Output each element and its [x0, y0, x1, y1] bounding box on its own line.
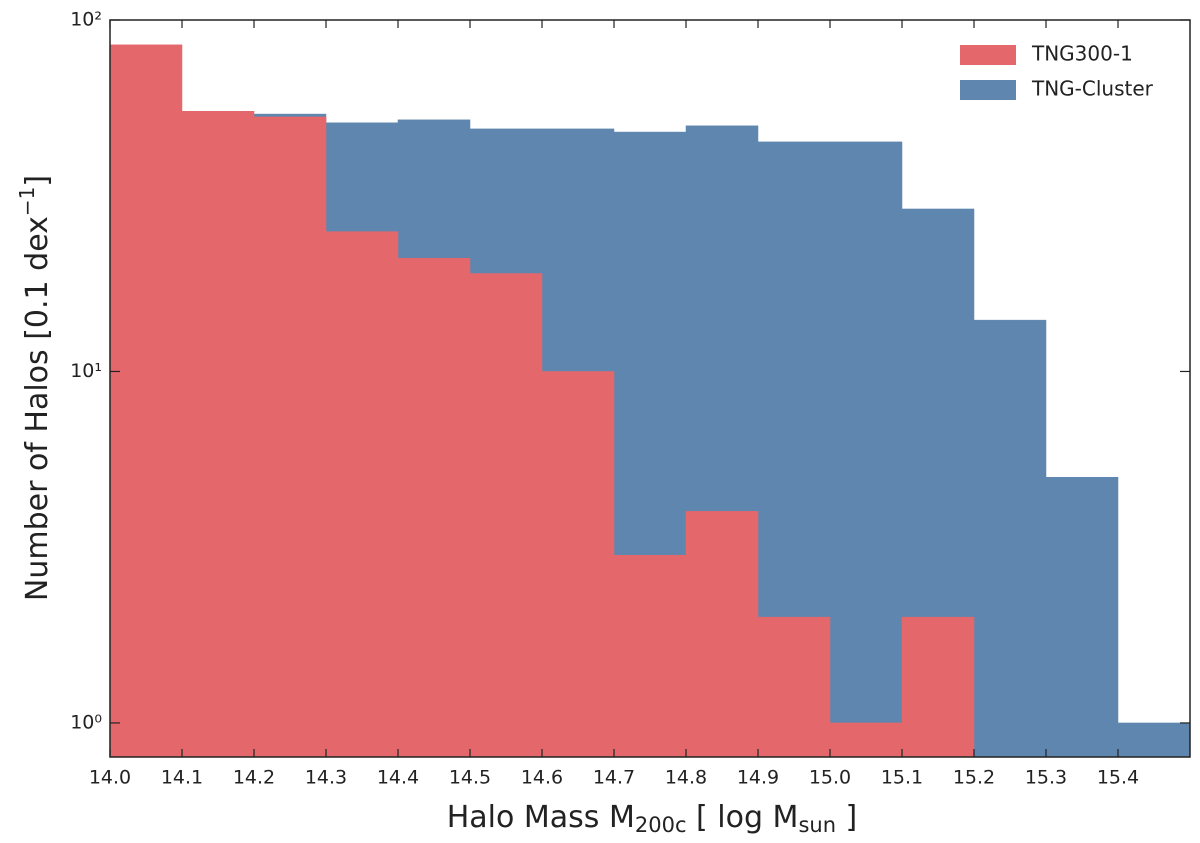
x-tick-label: 14.4 [377, 767, 419, 789]
bar [685, 511, 759, 758]
bar [253, 116, 327, 758]
bar [973, 319, 1047, 758]
y-label-part: Number of Halos [0.1 dex [20, 216, 55, 601]
x-tick-label: 14.1 [161, 767, 203, 789]
bar [829, 141, 903, 758]
bar [613, 554, 687, 758]
y-tick-label: 10¹ [70, 360, 102, 382]
plot-frame [109, 19, 1191, 758]
y-label-sup: −1 [15, 187, 39, 216]
bar [757, 616, 831, 758]
x-tick-label: 15.2 [953, 767, 995, 789]
bar [469, 273, 543, 758]
bar [1045, 477, 1119, 758]
bar [325, 231, 399, 758]
x-tick-label: 14.9 [737, 767, 779, 789]
y-axis-label: Number of Halos [0.1 dex−1] [15, 175, 55, 601]
x-tick-label: 15.1 [881, 767, 923, 789]
legend-swatch [960, 80, 1016, 100]
legend-swatch [960, 45, 1016, 65]
legend-label: TNG-Cluster [1031, 77, 1154, 101]
axes: 14.0 14.1 14.2 14.3 14.4 14.5 14.6 14.7 14.8 14.9… [70, 9, 1191, 789]
bar [109, 44, 183, 758]
x-label-part: ] [836, 800, 857, 835]
x-label-part: [ log M [687, 800, 799, 835]
bars [109, 44, 1191, 758]
x-tick-label: 14.2 [233, 767, 275, 789]
bar [181, 111, 255, 758]
bar [1117, 722, 1191, 758]
x-tick-label: 14.0 [89, 767, 131, 789]
x-tick-label: 14.8 [665, 767, 707, 789]
x-tick-label: 14.5 [449, 767, 491, 789]
legend-label: TNG300-1 [1031, 42, 1133, 66]
x-axis-label: Halo Mass M200c [ log Msun ] [447, 800, 858, 838]
x-label-sub: 200c [635, 813, 687, 837]
bar [397, 257, 471, 758]
y-label-part: ] [20, 175, 55, 187]
x-tick-label: 15.3 [1025, 767, 1067, 789]
y-tick-label: 10² [70, 9, 102, 31]
bar [901, 616, 975, 758]
bar [829, 722, 903, 758]
x-label-part: Halo Mass M [447, 800, 635, 835]
x-tick-label: 15.0 [809, 767, 851, 789]
x-tick-label: 14.7 [593, 767, 635, 789]
x-tick-label: 14.3 [305, 767, 347, 789]
bar [541, 371, 615, 758]
x-tick-label: 14.6 [521, 767, 563, 789]
x-label-sub: sun [798, 813, 836, 837]
x-tick-label: 15.4 [1097, 767, 1139, 789]
y-tick-label: 10⁰ [70, 711, 102, 733]
